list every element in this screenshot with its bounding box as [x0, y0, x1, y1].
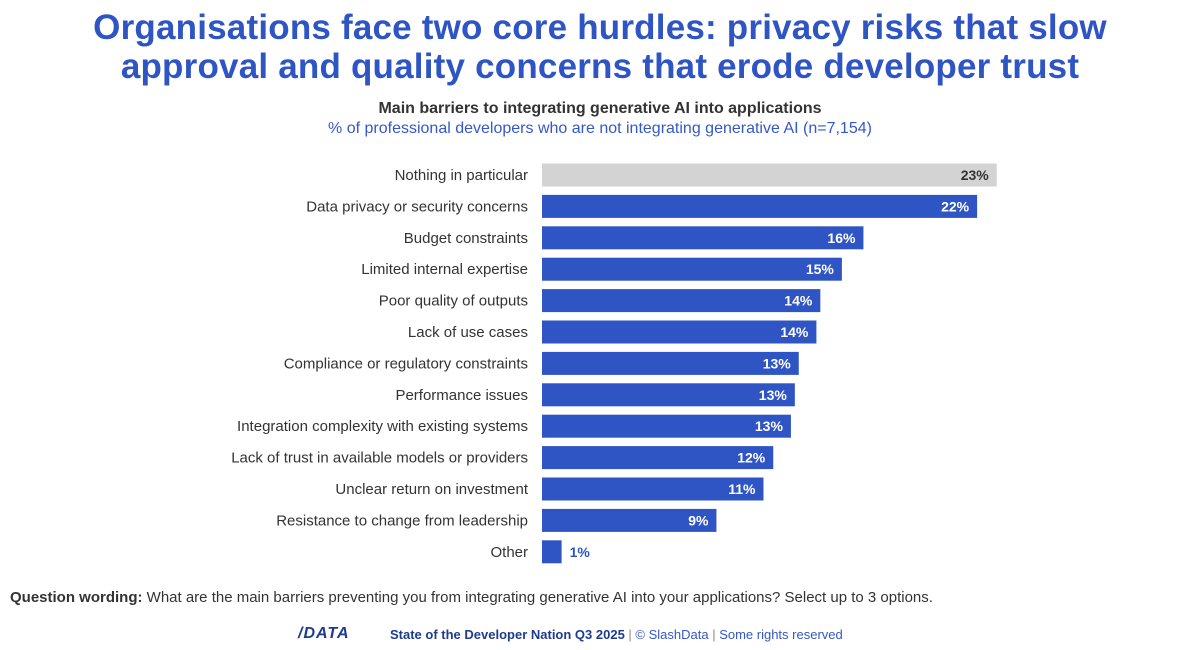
- chart-subtitle: % of professional developers who are not…: [328, 120, 872, 137]
- slashdata-logo: /DATA: [298, 625, 350, 642]
- footer-copyright: © SlashData: [635, 627, 709, 642]
- footer-report-name: State of the Developer Nation Q3 2025: [390, 627, 625, 642]
- value-label: 12%: [737, 450, 766, 466]
- footer: /DATA State of the Developer Nation Q3 2…: [0, 624, 1200, 646]
- bar: [542, 226, 864, 250]
- value-label: 16%: [827, 230, 856, 246]
- category-label: Unclear return on investment: [335, 481, 528, 498]
- value-label: 9%: [688, 512, 709, 528]
- question-wording: Question wording: What are the main barr…: [10, 589, 933, 606]
- question-text: What are the main barriers preventing yo…: [142, 589, 933, 606]
- headline-line-2: approval and quality concerns that erode…: [120, 47, 1080, 86]
- value-label: 13%: [763, 355, 792, 371]
- bar: [542, 446, 774, 470]
- value-label: 14%: [780, 324, 809, 340]
- bar: [542, 194, 978, 218]
- category-label: Nothing in particular: [395, 167, 528, 184]
- value-label: 13%: [755, 418, 784, 434]
- value-label: 15%: [806, 261, 835, 277]
- bar: [542, 257, 842, 281]
- question-label: Question wording:: [10, 589, 143, 606]
- bar: [542, 351, 799, 375]
- bar: [542, 540, 562, 564]
- bar: [542, 383, 795, 407]
- category-label: Data privacy or security concerns: [306, 198, 528, 215]
- footer-rights: Some rights reserved: [719, 627, 843, 642]
- value-label: 22%: [941, 198, 970, 214]
- footer-separator: |: [624, 627, 636, 642]
- value-label: 1%: [570, 544, 591, 560]
- category-label: Other: [490, 544, 528, 561]
- headline-line-1: Organisations face two core hurdles: pri…: [93, 8, 1107, 47]
- value-label: 14%: [784, 293, 813, 309]
- bar: [542, 414, 791, 438]
- chart-title: Main barriers to integrating generative …: [378, 100, 822, 117]
- category-label: Resistance to change from leadership: [276, 512, 528, 529]
- value-label: 11%: [728, 481, 756, 497]
- bar: [542, 508, 717, 532]
- value-label: 13%: [759, 387, 788, 403]
- category-label: Limited internal expertise: [361, 261, 528, 278]
- bar: [542, 163, 997, 187]
- bar: [542, 320, 817, 344]
- headline: Organisations face two core hurdles: pri…: [0, 8, 1200, 86]
- category-label: Integration complexity with existing sys…: [237, 418, 528, 435]
- footer-credits: State of the Developer Nation Q3 2025 | …: [390, 627, 843, 642]
- category-label: Compliance or regulatory constraints: [284, 355, 528, 372]
- category-label: Poor quality of outputs: [379, 293, 528, 310]
- footer-separator: |: [708, 627, 720, 642]
- category-label: Budget constraints: [404, 230, 528, 247]
- category-label: Lack of use cases: [408, 324, 528, 341]
- bar: [542, 289, 821, 313]
- bar-chart: Nothing in particular 23% Data privacy or …: [231, 163, 997, 564]
- bar: [542, 477, 764, 501]
- category-label: Performance issues: [395, 387, 528, 404]
- value-label: 23%: [961, 167, 990, 183]
- category-label: Lack of trust in available models or pro…: [231, 450, 528, 467]
